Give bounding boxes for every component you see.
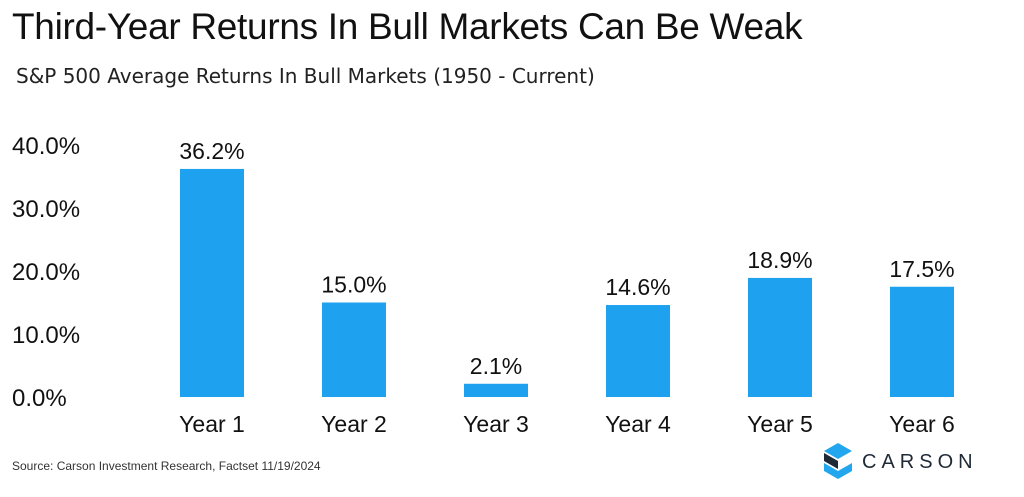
x-tick-label: Year 1	[179, 411, 245, 437]
bar-value-label: 36.2%	[179, 138, 244, 164]
bar-value-label: 15.0%	[321, 272, 386, 298]
bar-value-label: 17.5%	[889, 256, 954, 282]
value-labels: 36.2% 15.0% 2.1% 14.6% 18.9% 17.5%	[179, 138, 954, 379]
brand-logo: CARSON	[822, 443, 978, 481]
y-tick-label: 30.0%	[12, 196, 80, 223]
bar	[890, 286, 954, 397]
y-tick-label: 40.0%	[12, 133, 80, 160]
x-tick-label: Year 5	[747, 411, 813, 437]
bar-value-label: 14.6%	[605, 274, 670, 300]
x-axis: Year 1 Year 2 Year 3 Year 4 Year 5 Year 6	[179, 411, 955, 437]
x-tick-label: Year 4	[605, 411, 671, 437]
bar-value-label: 2.1%	[470, 353, 522, 379]
bar	[748, 277, 812, 397]
x-tick-label: Year 6	[889, 411, 955, 437]
chart-subtitle: S&P 500 Average Returns In Bull Markets …	[16, 64, 595, 88]
y-tick-label: 20.0%	[12, 259, 80, 286]
y-axis: 0.0% 10.0% 20.0% 30.0% 40.0%	[12, 133, 80, 412]
bar	[464, 383, 528, 397]
y-tick-label: 10.0%	[12, 322, 80, 349]
bar	[180, 168, 244, 397]
carson-logo-icon	[824, 443, 852, 479]
bars	[180, 168, 954, 397]
brand-name: CARSON	[862, 450, 978, 473]
source-note: Source: Carson Investment Research, Fact…	[12, 459, 321, 473]
bar	[322, 302, 386, 397]
x-tick-label: Year 3	[463, 411, 529, 437]
y-tick-label: 0.0%	[12, 385, 67, 412]
bar	[606, 305, 670, 397]
bar-value-label: 18.9%	[747, 247, 812, 273]
x-tick-label: Year 2	[321, 411, 387, 437]
chart-title: Third-Year Returns In Bull Markets Can B…	[12, 6, 803, 47]
